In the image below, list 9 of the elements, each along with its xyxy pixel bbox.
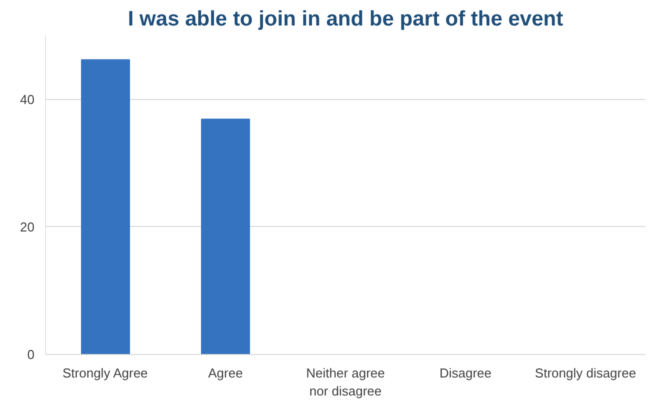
y-tick-label: 40	[20, 92, 35, 107]
x-tick-label: Agree	[208, 366, 243, 380]
chart-title: I was able to join in and be part of the event	[128, 8, 564, 30]
y-tick-label: 20	[20, 219, 35, 234]
x-tick-label: Strongly Agree	[62, 366, 148, 380]
x-tick-label: Disagree	[439, 366, 492, 380]
x-tick-label: Strongly disagree	[534, 366, 636, 380]
y-tick-label: 0	[27, 347, 35, 362]
x-tick-label: Neither agree nor disagree	[306, 366, 385, 398]
